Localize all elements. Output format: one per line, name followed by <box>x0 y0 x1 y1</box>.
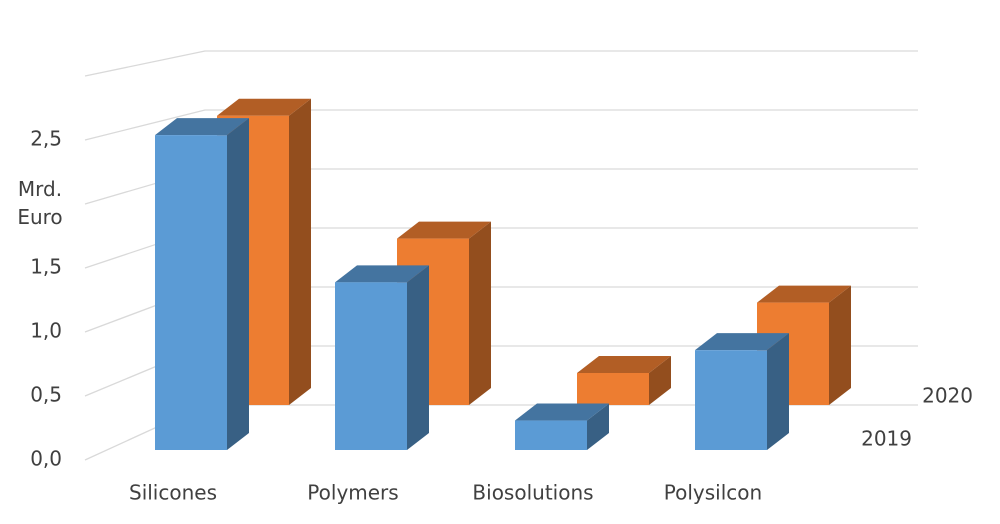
bar-top <box>695 333 789 351</box>
bar-top <box>217 98 311 116</box>
bar <box>695 333 789 450</box>
plot-outline <box>84 50 918 77</box>
bar-front <box>155 135 227 450</box>
grid-line <box>84 109 918 141</box>
bar-side <box>587 403 609 450</box>
bar-front <box>335 282 407 450</box>
y-tick-label: 2,5 <box>30 127 62 151</box>
x-tick-label: Biosolutions <box>472 481 593 505</box>
bar-top <box>515 403 609 421</box>
bar-front <box>577 373 649 405</box>
bar-top <box>335 265 429 283</box>
bar-front <box>695 350 767 450</box>
bar-top <box>757 285 851 303</box>
bar-top <box>155 118 249 136</box>
x-tick-label: Polymers <box>307 481 398 505</box>
series-label: 2019 <box>861 427 912 451</box>
bar-side <box>767 333 789 450</box>
bar <box>515 403 609 450</box>
bar-side <box>227 118 249 450</box>
bar <box>335 265 429 450</box>
bar-top <box>577 356 671 373</box>
y-tick-label: 1,5 <box>30 255 62 279</box>
y-tick-label: 0,0 <box>30 447 62 471</box>
y-tick-label: 0,5 <box>30 383 62 407</box>
x-tick-label: Silicones <box>129 481 217 505</box>
x-tick-label: Polysilcon <box>664 481 762 505</box>
bar-top <box>397 221 491 239</box>
bar-side <box>829 285 851 405</box>
series-label: 2020 <box>922 384 973 408</box>
bar-side <box>407 265 429 450</box>
bar-side <box>469 221 491 405</box>
bars <box>155 98 851 450</box>
bar <box>577 356 671 405</box>
y-tick-label: 1,0 <box>30 319 62 343</box>
y-axis-label-line: Mrd. Euro <box>17 177 62 229</box>
bar-front <box>515 420 587 450</box>
bar-side <box>289 98 311 405</box>
bar <box>155 118 249 450</box>
bar-side <box>649 356 671 405</box>
